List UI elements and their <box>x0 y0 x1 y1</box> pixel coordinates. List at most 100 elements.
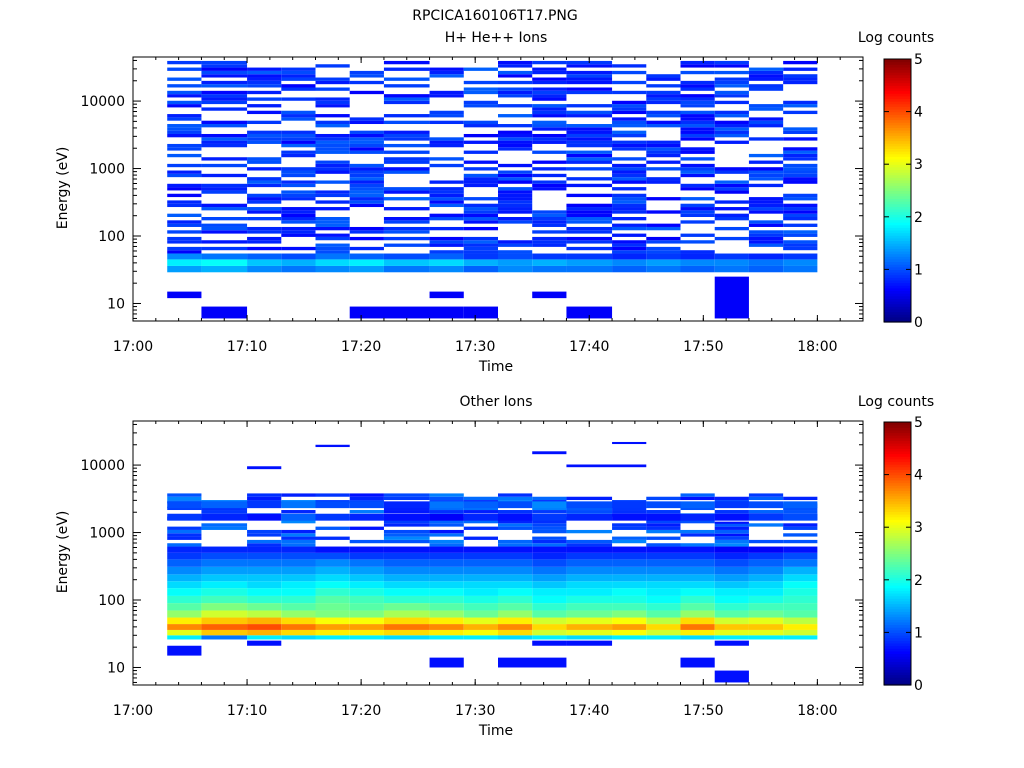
spectrogram-cell <box>680 574 715 582</box>
spectrogram-cell <box>680 127 715 131</box>
spectrogram-cell <box>167 117 202 121</box>
spectrogram-cell <box>315 588 350 596</box>
spectrogram-cell <box>714 610 749 618</box>
x-tick-label: 17:00 <box>113 339 153 355</box>
spectrogram-cell <box>498 243 533 247</box>
spectrogram-cell <box>612 259 647 266</box>
spectrogram-cell <box>201 140 248 144</box>
colorbar-swatch <box>884 182 911 186</box>
spectrogram-cell <box>281 170 316 174</box>
spectrogram-cell <box>167 153 202 158</box>
spectrogram-cell <box>646 114 681 118</box>
spectrogram-cell <box>714 190 749 194</box>
spectrogram-cell <box>714 80 749 85</box>
spectrogram-cell <box>349 187 384 191</box>
colorbar-swatch <box>884 214 911 218</box>
colorbar-swatch <box>884 642 911 647</box>
colorbar-swatch <box>884 629 911 633</box>
spectrogram-cell <box>247 617 282 625</box>
spectrogram-cell <box>167 246 202 251</box>
spectrogram-cell <box>167 526 202 530</box>
spectrogram-cell <box>532 501 567 509</box>
colorbar-swatch <box>884 108 911 113</box>
colorbar-swatch <box>884 529 911 534</box>
spectrogram-cell <box>349 610 384 618</box>
spectrogram-cell <box>498 114 533 118</box>
spectrogram-cell <box>281 610 316 618</box>
y-tick-label: 10 <box>107 660 125 676</box>
spectrogram-cell <box>748 546 784 553</box>
colorbar-swatch <box>884 545 911 549</box>
colorbar-swatch <box>884 101 911 105</box>
colorbar-swatch <box>884 311 911 315</box>
spectrogram-cell <box>532 160 567 164</box>
y-tick-label: 10 <box>107 296 125 312</box>
spectrogram-cell <box>463 546 498 553</box>
spectrogram-cell <box>498 526 533 530</box>
spectrogram-cell <box>383 496 430 501</box>
spectrogram-cell <box>566 464 647 468</box>
colorbar-label: Log counts <box>858 394 934 410</box>
spectrogram-cell <box>646 160 681 164</box>
colorbar-swatch <box>884 437 911 442</box>
spectrogram-cell <box>463 624 498 630</box>
spectrogram-cell <box>783 233 818 237</box>
spectrogram-cell <box>383 493 430 497</box>
spectrogram-cell <box>532 291 567 299</box>
spectrogram-cell <box>646 143 681 148</box>
spectrogram-cell <box>463 506 498 511</box>
y-tick-label: 100 <box>98 593 125 609</box>
spectrogram-cell <box>498 94 533 98</box>
spectrogram-cell <box>167 496 202 501</box>
spectrogram-cell <box>315 501 350 509</box>
colorbar-swatch <box>884 211 911 215</box>
colorbar-swatch <box>884 519 911 523</box>
spectrogram-cell <box>463 183 498 188</box>
spectrogram-cell <box>315 200 350 204</box>
spectrogram-cell <box>247 640 282 646</box>
spectrogram-cell <box>315 265 350 273</box>
spectrogram-cell <box>315 120 350 125</box>
spectrogram-cell <box>201 265 248 273</box>
spectrogram-cell <box>498 80 533 85</box>
spectrogram-cell <box>714 236 749 241</box>
spectrogram-cell <box>714 114 749 118</box>
spectrogram-cell <box>748 501 784 509</box>
spectrogram-cell <box>167 566 202 575</box>
colorbar-frame <box>883 421 912 686</box>
spectrogram-cell <box>532 120 567 125</box>
spectrogram-cell <box>383 566 430 575</box>
panel-title: H+ He++ Ions <box>445 30 548 46</box>
spectrogram-cell <box>383 539 430 544</box>
spectrogram-cell <box>566 183 613 188</box>
spectrogram-cell <box>247 496 282 501</box>
spectrogram-cell <box>498 187 533 191</box>
spectrogram-cell <box>315 236 350 241</box>
spectrogram-cell <box>247 183 282 188</box>
spectrogram-cell <box>498 265 533 273</box>
spectrogram-cell <box>566 265 613 273</box>
colorbar-swatch <box>884 553 911 557</box>
spectrogram-cell <box>783 259 818 266</box>
spectrogram-cell <box>566 177 613 181</box>
spectrogram-cell <box>247 137 282 141</box>
colorbar-swatch <box>884 319 911 323</box>
spectrogram-cell <box>646 513 681 521</box>
spectrogram-cell <box>680 120 715 125</box>
spectrogram-cell <box>714 513 749 521</box>
spectrogram-cell <box>566 203 613 208</box>
spectrogram-cell <box>201 230 248 234</box>
spectrogram-cell <box>383 94 430 98</box>
axes: 17:00 17:10 17:20 17:30 17:40 17:50 18:00 10 100… <box>80 56 864 355</box>
colorbar-swatch <box>884 590 911 594</box>
colorbar-swatch <box>884 429 911 434</box>
spectrogram-cell <box>783 539 818 544</box>
colorbar-swatch <box>884 158 911 163</box>
colorbar-swatch <box>884 671 911 676</box>
spectrogram-cell <box>247 77 282 81</box>
spectrogram-cell <box>349 510 384 514</box>
spectrogram-cell <box>281 190 316 194</box>
spectrogram-cell <box>748 203 784 208</box>
spectrogram-cell <box>646 94 681 98</box>
colorbar-swatch <box>884 130 911 134</box>
